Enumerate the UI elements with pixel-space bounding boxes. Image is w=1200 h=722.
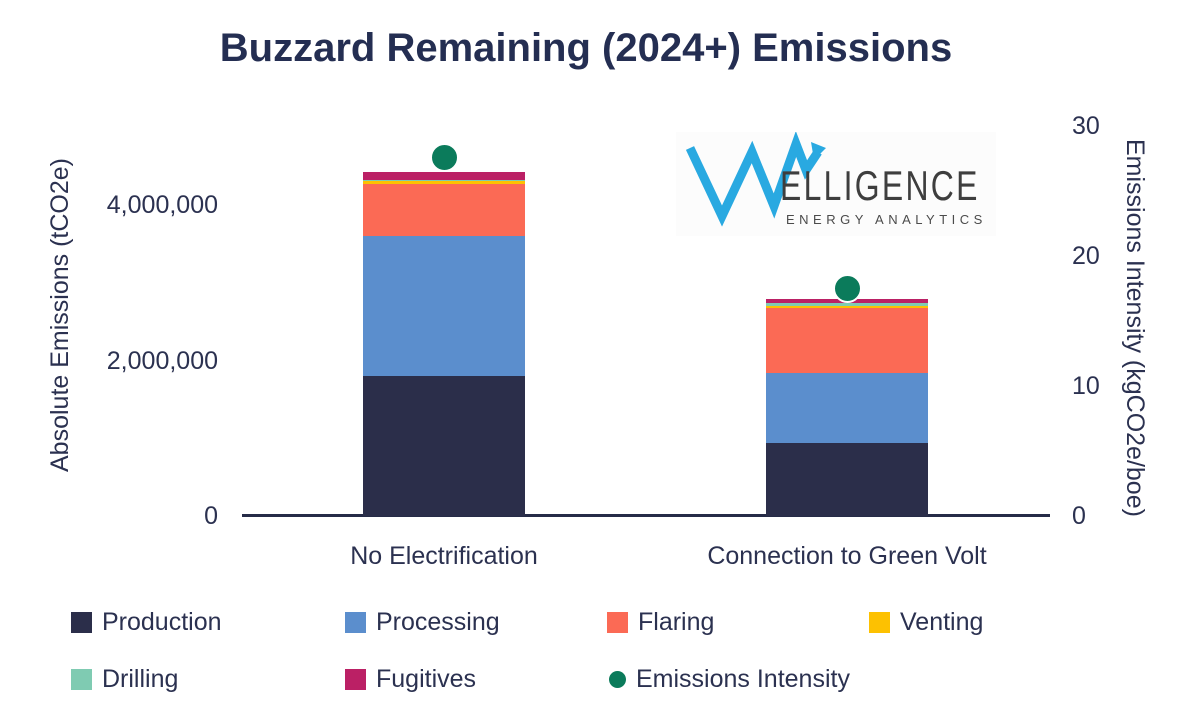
bar-segment-production [766,442,928,516]
welligence-subtitle: ENERGY ANALYTICS [786,212,987,227]
legend-item-processing: Processing [345,608,607,637]
legend-label: Drilling [102,664,179,693]
left-axis-tick: 0 [204,502,218,530]
drilling-swatch-icon [71,668,92,690]
legend-item-venting: Venting [869,608,1131,637]
bar-segment-flaring [363,184,525,237]
legend-item-emissions-intensity: Emissions Intensity [607,665,869,694]
chart-title: Buzzard Remaining (2024+) Emissions [219,26,953,70]
left-axis-title: Absolute Emissions (tCO2e) [46,158,74,473]
bar-segment-venting [363,180,525,184]
x-axis-line [242,514,1050,517]
legend-row: Production Processing Flaring Venting [71,606,1171,638]
emissions-intensity-swatch-icon [609,670,626,688]
left-axis-tick: 2,000,000 [106,346,218,375]
emissions-intensity-point [832,274,862,303]
legend-label: Processing [376,607,500,636]
emissions-intensity-point [429,142,459,172]
bar-segment-venting [766,305,928,308]
bar-segment-processing [363,236,525,377]
right-axis-tick: 20 [1072,242,1100,270]
production-swatch-icon [71,611,92,633]
legend-item-drilling: Drilling [71,665,345,694]
category-label-no-electrification: No Electrification [350,542,538,570]
bar-segment-processing [766,372,928,443]
welligence-logo: ELLIGENCE ENERGY ANALYTICS [676,132,996,236]
fugitives-swatch-icon [345,668,366,690]
right-axis-tick: 30 [1072,112,1100,140]
welligence-logo-w-icon [685,132,826,227]
right-axis-tick: 10 [1072,372,1100,400]
legend-item-fugitives: Fugitives [345,665,607,694]
legend-label: Fugitives [376,664,477,693]
legend-label: Production [102,607,222,636]
left-axis-tick: 4,000,000 [106,191,218,219]
venting-swatch-icon [869,611,890,633]
bar-segment-flaring [766,308,928,373]
bar-segment-production [363,376,525,516]
right-axis-title: Emissions Intensity (kgCO2e/boe) [1121,139,1149,517]
legend-row: Drilling Fugitives Emissions Intensity [71,663,1171,695]
legend-label: Emissions Intensity [636,664,850,693]
category-label-connection-to-green-volt: Connection to Green Volt [707,542,987,570]
bar-segment-fugitives [363,172,525,180]
bar-segment-drilling [766,303,928,306]
welligence-wordmark: ELLIGENCE [780,162,980,209]
flaring-swatch-icon [607,611,628,633]
legend-label: Venting [900,607,984,636]
legend-item-production: Production [71,608,345,637]
right-axis-tick: 0 [1072,502,1086,530]
chart-legend: Production Processing Flaring Venting Drilli… [71,606,1171,695]
processing-swatch-icon [345,611,366,633]
legend-label: Flaring [638,607,715,636]
bar-segment-drilling [363,179,525,181]
legend-item-flaring: Flaring [607,608,869,637]
